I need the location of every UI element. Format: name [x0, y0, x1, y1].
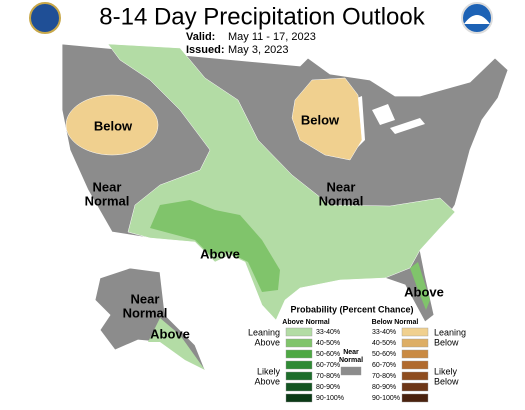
legend-swatch — [401, 338, 429, 348]
legend-group: Leaning — [434, 327, 466, 337]
region-label: Normal — [123, 305, 168, 320]
region-label: Above — [200, 246, 240, 261]
legend-group: Below — [434, 337, 459, 347]
below-lakes — [291, 77, 363, 161]
legend-swatch — [401, 327, 429, 337]
legend-range: 60-70% — [372, 362, 396, 369]
legend-group: Above — [254, 376, 280, 386]
legend-range: 70-80% — [316, 373, 340, 380]
region-label: Above — [150, 326, 190, 341]
legend-range: 90-100% — [316, 395, 344, 402]
region-label: Above — [404, 284, 444, 299]
legend-range: 40-50% — [372, 340, 396, 347]
legend-swatch — [285, 349, 313, 359]
legend-swatch — [285, 327, 313, 337]
above-33-40 — [107, 43, 456, 321]
legend-group: Likely — [257, 366, 281, 376]
legend-above-header: Above Normal — [282, 319, 330, 326]
title: 8-14 Day Precipitation Outlook — [99, 3, 426, 30]
legend-swatch — [285, 382, 313, 392]
noaa-logo-bird — [464, 15, 490, 24]
region-label: Normal — [319, 193, 364, 208]
legend-range: 60-70% — [316, 362, 340, 369]
legend-swatch — [401, 349, 429, 359]
legend-swatch — [401, 360, 429, 370]
region-label: Below — [301, 112, 340, 127]
issued: May 3, 2023 — [228, 44, 289, 56]
legend-range: 80-90% — [316, 384, 340, 391]
legend-range: 33-40% — [372, 329, 396, 336]
legend-group: Below — [434, 376, 459, 386]
legend-range: 80-90% — [372, 384, 396, 391]
valid: May 11 - 17, 2023 — [228, 31, 316, 43]
legend-range: 33-40% — [316, 329, 340, 336]
legend-near-label: Normal — [339, 357, 363, 364]
legend-group: Likely — [434, 366, 458, 376]
legend-swatch — [401, 382, 429, 392]
legend-below-header: Below Normal — [372, 319, 419, 326]
legend-swatch — [285, 360, 313, 370]
legend-range: 50-60% — [372, 351, 396, 358]
legend-swatch — [285, 371, 313, 381]
legend-swatch — [285, 338, 313, 348]
legend-range: 40-50% — [316, 340, 340, 347]
legend-swatch — [285, 393, 313, 403]
legend-group: Above — [254, 337, 280, 347]
region-label: Below — [94, 118, 133, 133]
legend-swatch — [401, 371, 429, 381]
legend-title: Probability (Percent Chance) — [290, 304, 413, 314]
valid-label: Valid: — [186, 31, 215, 43]
legend-range: 90-100% — [372, 395, 400, 402]
above-40-50 — [150, 200, 430, 310]
legend-near-label: Near — [343, 349, 359, 356]
legend-swatch — [340, 366, 362, 376]
region-label: Near — [327, 179, 356, 194]
region-label: Near — [131, 291, 160, 306]
region-label: Normal — [85, 193, 130, 208]
alaska-above — [148, 318, 205, 370]
region-label: Near — [93, 179, 122, 194]
legend-range: 70-80% — [372, 373, 396, 380]
legend-group: Leaning — [248, 327, 280, 337]
issued-label: Issued: — [186, 44, 225, 56]
legend-swatch — [401, 393, 429, 403]
below-west — [65, 94, 159, 156]
legend-range: 50-60% — [316, 351, 340, 358]
doc-logo — [29, 2, 61, 34]
